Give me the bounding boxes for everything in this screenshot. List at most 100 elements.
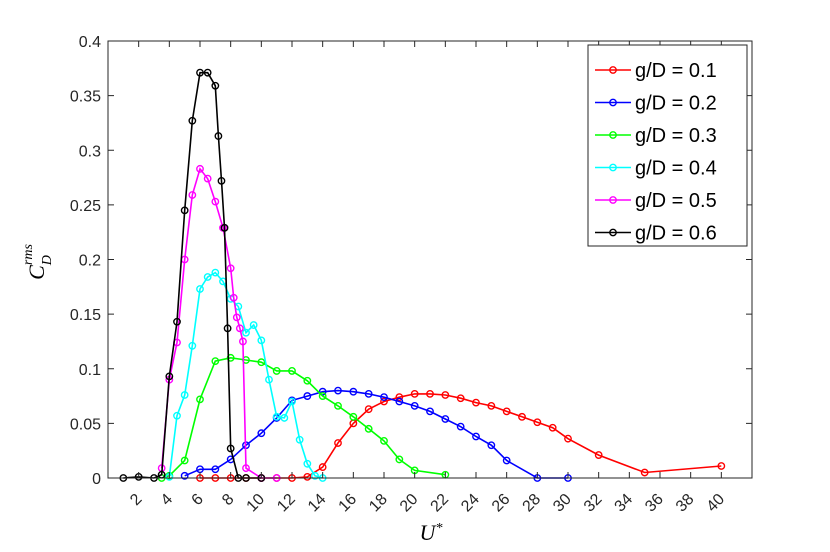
x-tick-label: 10 (244, 491, 269, 516)
data-point (196, 68, 204, 77)
data-point (272, 367, 281, 375)
data-point (303, 376, 312, 385)
y-tick-label: 0 (92, 471, 101, 488)
data-point (232, 313, 241, 322)
data-point (380, 436, 388, 445)
data-point (211, 268, 220, 277)
legend-label: g/D = 0.1 (635, 60, 717, 82)
x-tick-label: 40 (704, 491, 729, 516)
data-point (223, 324, 232, 333)
data-point (349, 387, 358, 396)
x-tick-label: 16 (336, 491, 361, 516)
data-point (196, 395, 204, 404)
data-point (288, 367, 296, 375)
legend-label: g/D = 0.5 (635, 190, 717, 212)
data-point (180, 471, 189, 480)
y-tick-label: 0.3 (79, 143, 101, 160)
data-point (311, 471, 319, 480)
data-point (395, 455, 404, 464)
x-tick-label: 18 (366, 491, 391, 516)
x-tick-label: 26 (489, 491, 514, 516)
legend-label: g/D = 0.4 (635, 158, 717, 180)
legend-item: g/D = 0.5 (595, 190, 717, 212)
data-point (180, 206, 189, 215)
data-point (640, 468, 649, 477)
y-tick-label: 0.05 (70, 416, 101, 433)
legend-label: g/D = 0.6 (635, 223, 717, 245)
x-tick-label: 20 (397, 491, 422, 516)
data-point (239, 337, 247, 346)
data-point (211, 465, 220, 474)
data-point (364, 405, 373, 414)
legend-label: g/D = 0.2 (635, 93, 717, 115)
data-point (288, 397, 296, 406)
data-point (441, 391, 450, 399)
data-point (214, 132, 223, 140)
data-point (318, 392, 327, 400)
legend-item: g/D = 0.2 (595, 93, 717, 115)
data-point (364, 424, 373, 433)
y-axis-label: CDrms (21, 244, 55, 280)
x-tick-label: 30 (550, 491, 575, 516)
data-point (487, 401, 496, 410)
data-point (242, 464, 250, 473)
data-point (426, 389, 434, 398)
data-point (249, 321, 258, 329)
series-line (123, 71, 262, 479)
data-point (188, 191, 197, 199)
data-point (188, 341, 197, 350)
legend-label: g/D = 0.3 (635, 125, 717, 147)
y-tick-label: 0.35 (70, 89, 101, 106)
legend-item: g/D = 0.1 (595, 60, 717, 82)
data-point (395, 397, 404, 406)
data-point (265, 375, 273, 384)
data-point (318, 387, 327, 396)
y-tick-label: 0.15 (70, 307, 101, 324)
data-point (211, 357, 220, 366)
data-point (334, 439, 342, 447)
data-point (180, 456, 189, 465)
data-point (472, 398, 480, 407)
x-tick-label: 22 (428, 491, 453, 516)
data-point (594, 451, 603, 459)
x-tick-label: 36 (642, 491, 667, 516)
data-point (211, 81, 220, 90)
legend-swatch-marker (609, 98, 617, 107)
series-1 (196, 389, 726, 482)
data-point (472, 432, 480, 441)
legend-item: g/D = 0.6 (595, 223, 717, 245)
data-point (211, 197, 220, 206)
data-point (257, 429, 266, 438)
data-point (410, 401, 419, 410)
data-point (533, 418, 542, 427)
svg-text:CDrms: CDrms (21, 244, 55, 280)
legend-swatch-marker (609, 131, 617, 139)
x-tick-label: 4 (158, 491, 176, 509)
data-point (303, 459, 312, 468)
data-point (303, 473, 312, 481)
data-point (203, 273, 212, 281)
data-point (173, 411, 181, 420)
x-tick-label: 24 (458, 491, 483, 516)
x-tick-label: 38 (673, 491, 698, 516)
x-tick-label: 6 (189, 491, 207, 509)
data-point (380, 393, 388, 402)
data-point (226, 444, 235, 453)
series-line (200, 393, 722, 479)
x-axis-label: U* (420, 520, 443, 545)
data-point (456, 422, 465, 431)
legend-swatch-marker (609, 66, 617, 74)
x-tick-label: 32 (581, 491, 606, 516)
x-tick-label: 34 (612, 491, 637, 516)
legend-box (587, 44, 748, 247)
series-line (168, 271, 323, 479)
x-tick-label: 12 (274, 491, 299, 516)
data-point (226, 264, 235, 273)
series-3 (157, 353, 450, 482)
axis-ticks: 00.050.10.150.20.250.30.350.42 4 6 8 10 12 14 1… (70, 34, 752, 515)
data-point (548, 423, 557, 432)
data-point (188, 116, 197, 125)
data-point (226, 353, 235, 362)
data-point (257, 336, 266, 345)
data-point (203, 174, 212, 183)
